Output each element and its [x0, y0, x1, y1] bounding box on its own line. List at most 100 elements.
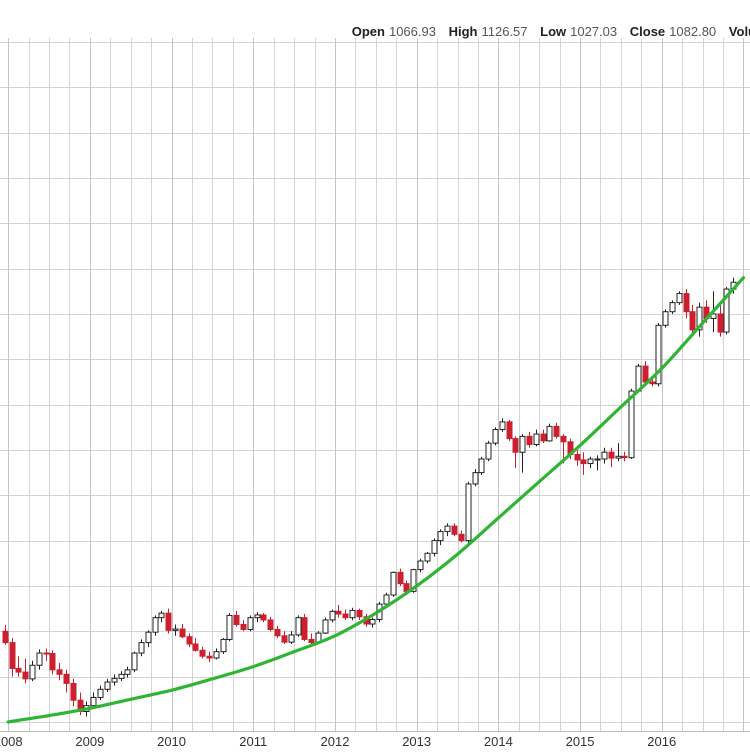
candle-body: [615, 455, 622, 459]
candle-body: [417, 560, 424, 571]
down-candle: [574, 449, 581, 466]
up-candle: [533, 429, 540, 447]
down-candle: [179, 624, 186, 639]
candle-body: [233, 614, 240, 625]
up-candle: [615, 443, 622, 462]
up-candle: [349, 607, 356, 621]
down-candle: [308, 633, 315, 645]
candle-body: [267, 619, 274, 630]
candle-body: [710, 313, 717, 320]
down-candle: [451, 523, 458, 537]
close-label: Close: [629, 24, 666, 39]
candle-body: [322, 619, 329, 634]
candle-body: [274, 628, 281, 637]
candle-body: [179, 628, 186, 638]
down-candle: [458, 530, 465, 543]
up-candle: [172, 624, 179, 636]
candle-body: [335, 610, 342, 615]
candle-body: [546, 425, 553, 442]
down-candle: [22, 658, 29, 684]
candle-body: [512, 438, 519, 453]
candle-body: [397, 571, 404, 585]
candle-body: [43, 652, 50, 655]
candle-body: [444, 525, 451, 533]
up-candle: [295, 615, 302, 637]
up-candle: [492, 427, 499, 446]
up-candle: [369, 617, 376, 628]
down-candle: [526, 431, 533, 448]
candle-body: [301, 617, 308, 640]
down-candle: [9, 638, 16, 677]
up-candle: [676, 291, 683, 305]
candle-body: [383, 594, 390, 605]
candle-body: [49, 652, 56, 671]
low-value: 1027.03: [570, 24, 618, 39]
up-candle: [138, 639, 145, 657]
candle-body: [574, 453, 581, 461]
down-candle: [63, 669, 70, 693]
x-tick-label: 2010: [157, 734, 186, 749]
up-candle: [118, 671, 125, 682]
up-candle: [247, 615, 254, 632]
open-label: Open: [351, 24, 385, 39]
close-value: 1082.80: [669, 24, 717, 39]
candle-body: [465, 483, 472, 542]
candle-body: [158, 612, 165, 619]
candle-body: [165, 612, 172, 631]
candle-body: [206, 655, 213, 659]
candle-body: [131, 652, 138, 671]
up-candle: [431, 538, 438, 557]
up-candle: [519, 434, 526, 473]
candle-body: [676, 293, 683, 304]
candle-body: [662, 311, 669, 326]
up-candle: [601, 447, 608, 464]
candle-body: [621, 455, 628, 459]
up-candle: [628, 388, 635, 460]
candle-body: [118, 673, 125, 679]
candle-body: [247, 617, 254, 630]
candle-body: [2, 630, 9, 644]
candle-body: [288, 634, 295, 643]
up-candle: [220, 638, 227, 654]
down-candle: [274, 625, 281, 639]
down-candle: [15, 656, 22, 677]
x-tick-label: 2014: [484, 734, 513, 749]
candle-body: [669, 302, 676, 313]
x-tick-label: 2009: [75, 734, 104, 749]
candle-body: [192, 643, 199, 651]
candle-body: [485, 442, 492, 460]
candle-body: [458, 533, 465, 542]
up-candle: [329, 609, 336, 623]
up-candle: [669, 300, 676, 314]
down-candle: [233, 610, 240, 627]
down-candle: [186, 633, 193, 648]
down-candle: [683, 289, 690, 319]
candle-body: [124, 669, 131, 675]
up-candle: [124, 666, 131, 678]
down-candle: [43, 648, 50, 661]
candle-body: [240, 623, 247, 630]
candle-body: [226, 614, 233, 640]
up-candle: [655, 323, 662, 387]
candle-body: [649, 381, 656, 385]
candle-body: [90, 696, 97, 707]
down-candle: [267, 616, 274, 632]
down-candle: [717, 304, 724, 337]
candle-body: [723, 288, 730, 333]
down-candle: [70, 678, 77, 707]
candle-body: [683, 293, 690, 313]
low-label: Low: [540, 24, 567, 39]
candle-body: [152, 617, 159, 633]
candle-body: [111, 677, 118, 683]
up-candle: [145, 630, 152, 648]
high-label: High: [448, 24, 478, 39]
candle-body: [478, 458, 485, 474]
up-candle: [111, 674, 118, 686]
up-candle: [696, 302, 703, 337]
candle-body: [696, 306, 703, 331]
candle-body: [499, 421, 506, 431]
candle-body: [295, 617, 302, 636]
up-candle: [444, 523, 451, 537]
down-candle: [192, 638, 199, 652]
